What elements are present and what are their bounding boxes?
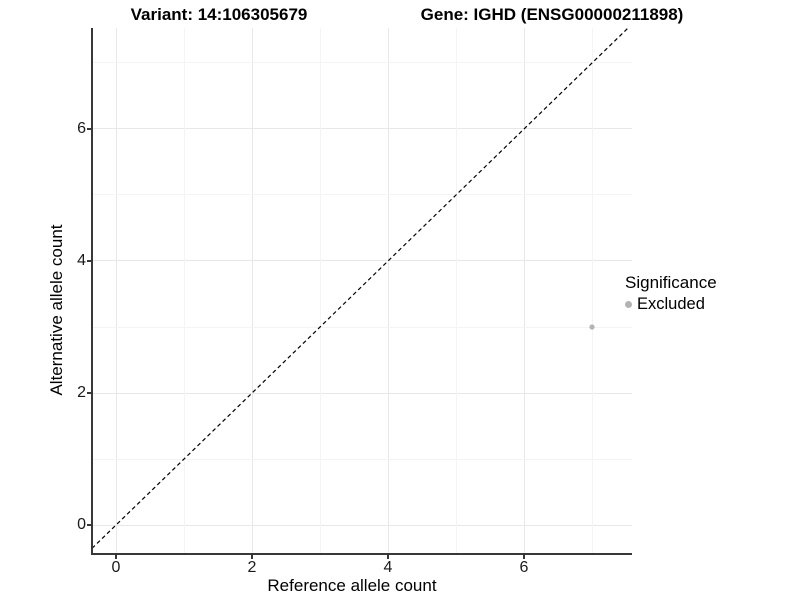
plot-layer <box>92 28 629 549</box>
plot-title-gene: Gene: IGHD (ENSG00000211898) <box>420 5 684 24</box>
plot-title-variant: Variant: 14:106305679 <box>130 5 308 24</box>
y-tick-mark <box>87 392 91 394</box>
x-tick-mark <box>387 555 389 559</box>
x-axis-line <box>91 553 632 555</box>
x-tick-label: 4 <box>383 559 393 576</box>
y-axis-line <box>91 28 93 554</box>
gridline <box>92 458 632 460</box>
gridline <box>251 28 253 553</box>
gridline <box>92 392 632 394</box>
gridline <box>523 28 525 553</box>
gridline <box>92 62 632 64</box>
legend: Significance Excluded <box>625 273 717 314</box>
plot-panel <box>92 28 632 553</box>
gridline <box>92 128 632 130</box>
legend-item-label: Excluded <box>637 295 705 313</box>
x-tick-mark <box>251 555 253 559</box>
gridline <box>591 28 593 553</box>
identity-line <box>92 28 629 549</box>
data-point-excluded <box>589 324 595 330</box>
y-tick-label: 0 <box>77 516 86 533</box>
x-axis-title: Reference allele count <box>267 576 437 595</box>
gridline <box>183 28 185 553</box>
x-tick-mark <box>115 555 117 559</box>
y-tick-label: 2 <box>77 384 86 401</box>
legend-key-dot-icon <box>625 301 632 308</box>
gridline <box>92 194 632 196</box>
y-axis-title: Alternative allele count <box>47 224 66 396</box>
y-tick-mark <box>87 524 91 526</box>
y-tick-mark <box>87 259 91 262</box>
gridline <box>92 260 632 262</box>
gridline <box>92 326 632 328</box>
x-tick-label: 2 <box>247 559 257 576</box>
x-tick-mark <box>523 555 525 559</box>
y-tick-mark <box>87 127 91 130</box>
y-tick-label: 4 <box>77 251 86 269</box>
gridline <box>319 28 321 553</box>
gridline <box>455 28 457 553</box>
gridline <box>387 28 389 553</box>
x-tick-label: 0 <box>111 559 121 576</box>
gridline <box>92 524 632 526</box>
y-tick-label: 6 <box>77 119 86 137</box>
gridline <box>115 28 117 553</box>
legend-item-excluded: Excluded <box>625 295 717 314</box>
x-tick-label: 6 <box>519 559 529 576</box>
legend-title: Significance <box>625 273 717 292</box>
